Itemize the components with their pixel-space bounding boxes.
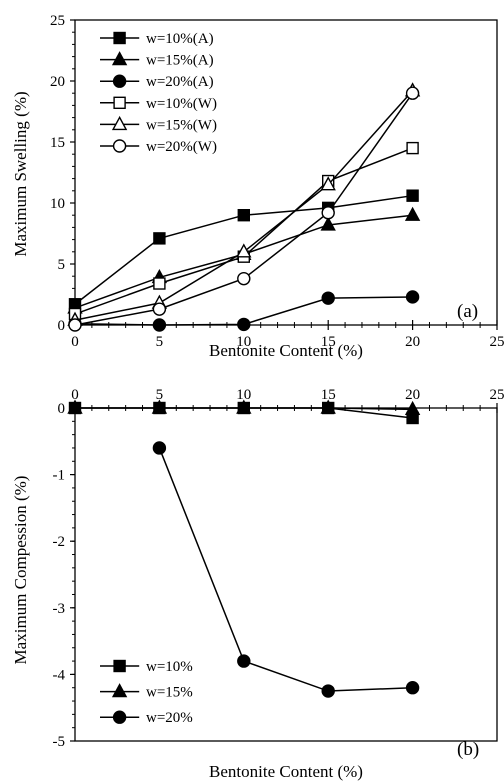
panel-a-ytick-label: 0 xyxy=(58,318,66,334)
panel-b-ytick-label: -3 xyxy=(53,601,66,617)
panel-b-plot: 0 5 10 15 20 25 0 -1 -2 -3 -4 -5 xyxy=(53,387,504,750)
panel-b-xtick-label: 10 xyxy=(236,387,251,403)
panel-b-ylabel: Maximum Compession (%) xyxy=(11,476,30,665)
panel-b-series-w-15--point xyxy=(151,399,168,414)
panel-a-legend-marker xyxy=(112,139,127,153)
panel-a-legend-label: w=20%(W) xyxy=(146,139,217,155)
panel-b-xtick-label: 25 xyxy=(490,387,504,403)
panel-a-ylabel: Maximum Swelling (%) xyxy=(11,91,30,256)
panel-a-legend-label: w=10%(A) xyxy=(146,31,214,47)
panel-a-series-w-10-w--point xyxy=(153,277,166,290)
panel-b-series-w-20--point xyxy=(405,681,420,695)
panel-a-legend-label: w=15%(W) xyxy=(146,117,217,133)
panel-a-ytick-label: 15 xyxy=(50,135,65,151)
panel-b-series-w-15--point xyxy=(404,400,421,416)
panel-a-legend-marker xyxy=(112,74,127,88)
panel-b-xtick-label: 0 xyxy=(71,387,79,403)
panel-a-legend-label: w=15%(A) xyxy=(146,53,214,69)
panel-b-ytick-label: -5 xyxy=(53,734,66,750)
panel-b-series-w-20--line xyxy=(158,447,413,692)
panel-b-xtick-label: 15 xyxy=(321,387,336,403)
panel-a-series-w-10-a--point xyxy=(237,208,251,222)
panel-a-legend: w=10%(A) w=15%(A) w=20%(A) w=10%(W) w=15%(W)… xyxy=(100,31,217,155)
panel-a-xtick-label: 5 xyxy=(156,334,164,350)
panel-a-xtick-label: 10 xyxy=(236,334,251,350)
panel-b-legend-label: w=20% xyxy=(146,710,193,726)
panel-a-series-w-15-a--point xyxy=(404,206,421,221)
panel-a-xtick-label: 20 xyxy=(405,334,420,350)
panel-a-legend-marker xyxy=(113,96,126,110)
panel-a-plot: 0 5 10 15 20 25 0 5 10 15 20 25 xyxy=(50,13,504,350)
panel-a-legend-label: w=20%(A) xyxy=(146,74,214,90)
panel-b-ytick-label: -4 xyxy=(53,667,66,683)
panel-b-legend-marker xyxy=(112,710,127,724)
panel-a-series-w-20-a--point xyxy=(152,318,167,332)
panel-b-legend-label: w=15% xyxy=(146,685,193,701)
panel-a-label: (a) xyxy=(457,301,478,322)
panel-b-series-w-20--point xyxy=(237,654,251,668)
panel-a-series-w-10-a--point xyxy=(153,232,166,245)
panel-a-series-w-20-w--point xyxy=(68,318,82,332)
panel-a-ytick-label: 5 xyxy=(58,257,66,273)
panel-b-legend-marker xyxy=(111,683,128,698)
panel-a-series-w-15-a--point xyxy=(320,216,336,231)
panel-b-series-w-15--point xyxy=(67,399,83,414)
panel-a-series-w-15-w--point xyxy=(320,176,336,191)
panel-b-series-w-15--point xyxy=(236,399,252,414)
panel-a-series-w-20-w--point xyxy=(321,206,335,220)
panel-b-series-w-20--point xyxy=(152,441,167,455)
panel-a-legend-label: w=10%(W) xyxy=(146,96,217,112)
panel-a-series-w-10-a--point xyxy=(406,189,419,202)
panel-b-xlabel: Bentonite Content (%) xyxy=(209,762,363,781)
panel-a-xtick-label: 0 xyxy=(71,334,79,350)
panel-a-legend-marker xyxy=(111,115,128,131)
panel-b-ytick-label: -2 xyxy=(53,534,66,550)
panel-b-series-w-15--point xyxy=(320,399,336,414)
panel-a-legend-marker xyxy=(111,51,128,66)
panel-b-label: (b) xyxy=(457,739,479,760)
panel-a-series-w-20-w--point xyxy=(405,86,420,100)
panel-b-series-w-20--point xyxy=(321,684,335,698)
panel-a-ytick-label: 20 xyxy=(50,74,65,90)
panel-a-xtick-label: 15 xyxy=(321,334,336,350)
panel-b-legend-marker xyxy=(113,659,126,673)
panel-b-xtick-label: 5 xyxy=(156,387,164,403)
panel-b-xtick-label: 20 xyxy=(405,387,420,403)
panel-a-xtick-label: 25 xyxy=(490,334,504,350)
panel-a-series-w-20-w--point xyxy=(152,302,167,316)
panel-b-ytick-label: -1 xyxy=(53,468,66,484)
panel-a-series-w-15-w--line xyxy=(74,90,414,321)
panel-a-series-w-20-w--point xyxy=(237,271,251,286)
panel-b-legend: w=10% w=15% w=20% xyxy=(100,659,193,726)
panel-b-ytick-label: 0 xyxy=(58,401,66,417)
panel-b-legend-label: w=10% xyxy=(146,659,193,675)
panel-a-ytick-label: 10 xyxy=(50,196,65,212)
panel-a-frame xyxy=(74,19,498,326)
panel-a-xlabel: Bentonite Content (%) xyxy=(209,341,363,360)
panel-a-series-w-10-w--point xyxy=(406,141,419,155)
panel-a-series-w-20-a--point xyxy=(321,291,335,305)
panel-a-ytick-label: 25 xyxy=(50,13,65,29)
panel-a-series-w-20-a--point xyxy=(405,290,420,304)
panel-a-series-w-20-a--point xyxy=(237,317,251,332)
panel-a-series-w-15-w--point xyxy=(236,243,252,258)
panel-a-legend-marker xyxy=(113,31,126,45)
